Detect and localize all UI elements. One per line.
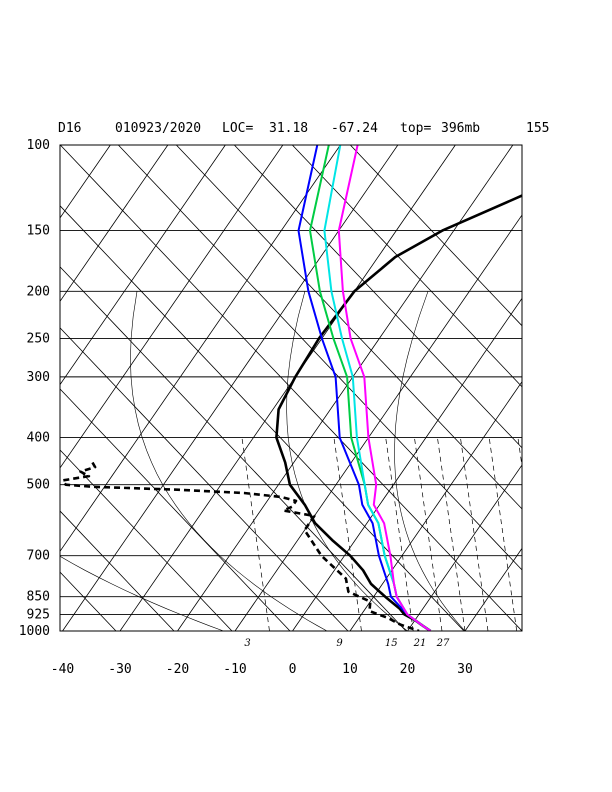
series-temperature [275,194,522,631]
mixing-ratio-line [604,438,612,631]
isotherm-line [60,145,111,219]
temperature-tick-label: 10 [342,662,358,677]
chart-header: D16 010923/2020 LOC= 31.18 -67.24 top= 3… [58,121,549,136]
isotherm-line [464,547,522,631]
pressure-tick-label: 150 [27,224,50,239]
mixing-ratio-label: 15 [385,638,398,649]
mixing-ratio-line [385,437,414,631]
pressure-tick-label: 300 [27,370,50,385]
pressure-tick-label: 1000 [19,624,50,639]
series-parcel-green [309,145,432,631]
series-parcel-blue [297,145,432,631]
mixing-ratio-line [575,438,603,631]
temperature-axis-labels: -40 -30 -20 -10 0 10 20 30 [51,662,473,677]
series-parcel-magenta [337,145,432,631]
mixing-ratio-line [241,437,270,631]
series-parcel-cyan [323,145,432,631]
pressure-tick-label: 925 [27,608,50,623]
isotherm-line [60,145,169,302]
isotherm-line [234,214,522,631]
mixing-ratio-line [488,437,518,631]
pressure-tick-label: 200 [27,284,50,299]
dry-adiabat-line [350,145,522,327]
dry-adiabat-line [118,145,522,571]
isotherm-line [119,145,456,631]
pressure-tick-label: 100 [27,138,50,153]
header-code: 155 [526,121,549,136]
mixing-ratio-line [437,437,466,631]
mixing-ratio-label: 9 [336,638,343,649]
pressure-tick-label: 250 [27,331,50,346]
pressure-tick-label: 400 [27,431,50,446]
temperature-tick-label: -20 [166,662,189,677]
isotherm-line [60,145,226,386]
dry-adiabat-line [176,145,522,510]
header-top-label: top= [400,121,431,136]
sounding-profiles [61,145,522,631]
header-longitude: -67.24 [331,121,378,136]
moist-adiabat-line [394,291,466,631]
temperature-tick-label: -10 [223,662,246,677]
moist-adiabat-line [130,291,328,631]
mixing-ratio-line [414,437,443,631]
dry-adiabat-line [60,388,291,631]
dry-adiabat-line [60,510,175,631]
background-grid [60,145,612,631]
temperature-tick-label: -40 [51,662,74,677]
mixing-ratio-line [333,437,362,631]
dry-adiabat-line [60,449,233,631]
isotherm-line [407,464,522,631]
pressure-tick-label: 500 [27,478,50,493]
temperature-tick-label: -30 [108,662,131,677]
mixing-ratio-label: 3 [244,638,250,649]
header-latitude: 31.18 [269,121,308,136]
header-top-value: 396mb [441,121,480,136]
header-datetime: 010923/2020 [115,121,201,136]
isotherm-line [60,145,284,469]
mixing-ratio-labels: 3 9 15 21 27 [244,638,450,649]
isotherm-line [292,297,522,631]
dry-adiabat-line [60,205,465,631]
temperature-tick-label: 30 [457,662,473,677]
dry-adiabat-line [60,145,522,631]
moist-adiabat-line [60,555,224,631]
isotherm-line [62,145,399,631]
pressure-tick-label: 700 [27,549,50,564]
dry-adiabat-line [60,571,117,631]
dry-adiabat-line [292,145,522,388]
mixing-ratio-line [460,437,489,631]
isotherm-line [523,145,612,631]
plot-frame [59,144,523,632]
mixing-ratio-label: 21 [413,638,427,649]
isotherm-line [580,145,612,631]
series-dewpoint [61,461,420,631]
header-loc-label: LOC= [222,121,253,136]
temperature-tick-label: 0 [289,662,297,677]
mixing-ratio-line [547,438,575,631]
temperature-tick-label: 20 [400,662,416,677]
mixing-ratio-label: 27 [436,638,450,649]
isotherm-line [349,381,522,631]
pressure-tick-label: 850 [27,590,50,605]
dry-adiabat-line [60,327,349,631]
moist-adiabat-line [286,291,408,631]
header-station: D16 [58,121,81,136]
isotherm-line [60,145,341,552]
isotherm-line [177,145,514,631]
